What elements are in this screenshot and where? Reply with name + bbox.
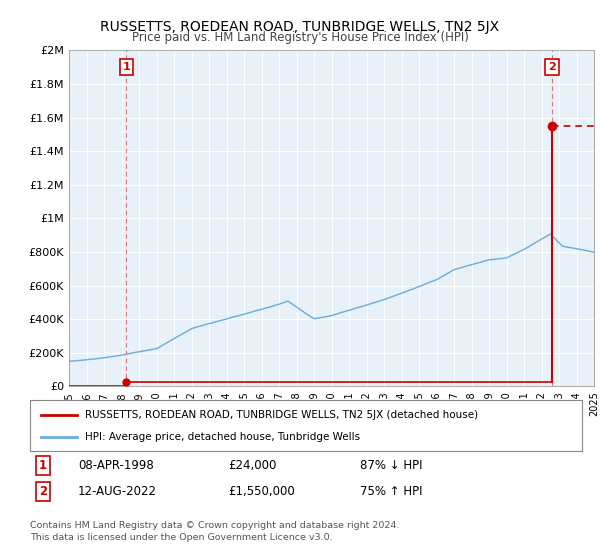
- Text: Contains HM Land Registry data © Crown copyright and database right 2024.: Contains HM Land Registry data © Crown c…: [30, 521, 400, 530]
- Text: £24,000: £24,000: [228, 459, 277, 473]
- Text: 2: 2: [39, 485, 47, 498]
- Text: HPI: Average price, detached house, Tunbridge Wells: HPI: Average price, detached house, Tunb…: [85, 432, 361, 442]
- Text: £1,550,000: £1,550,000: [228, 485, 295, 498]
- Text: 1: 1: [122, 62, 130, 72]
- Text: 87% ↓ HPI: 87% ↓ HPI: [360, 459, 422, 473]
- Text: 75% ↑ HPI: 75% ↑ HPI: [360, 485, 422, 498]
- Text: 12-AUG-2022: 12-AUG-2022: [78, 485, 157, 498]
- Text: RUSSETTS, ROEDEAN ROAD, TUNBRIDGE WELLS, TN2 5JX (detached house): RUSSETTS, ROEDEAN ROAD, TUNBRIDGE WELLS,…: [85, 409, 478, 419]
- Text: This data is licensed under the Open Government Licence v3.0.: This data is licensed under the Open Gov…: [30, 533, 332, 542]
- Text: 1: 1: [39, 459, 47, 473]
- Text: 2: 2: [548, 62, 556, 72]
- Text: 08-APR-1998: 08-APR-1998: [78, 459, 154, 473]
- Text: Price paid vs. HM Land Registry's House Price Index (HPI): Price paid vs. HM Land Registry's House …: [131, 31, 469, 44]
- Text: RUSSETTS, ROEDEAN ROAD, TUNBRIDGE WELLS, TN2 5JX: RUSSETTS, ROEDEAN ROAD, TUNBRIDGE WELLS,…: [100, 20, 500, 34]
